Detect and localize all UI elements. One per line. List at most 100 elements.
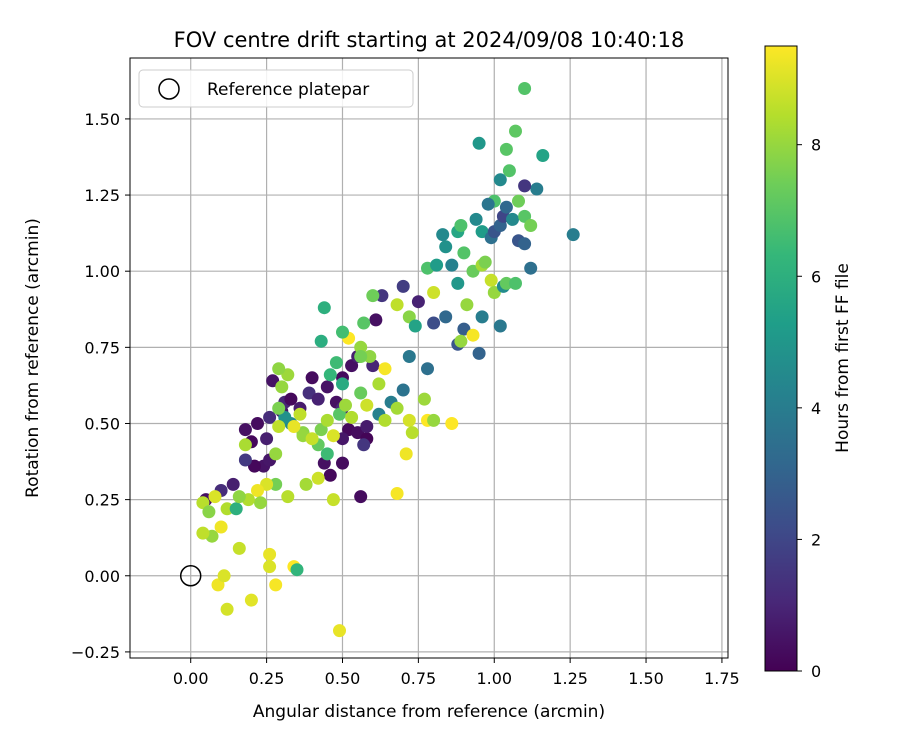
data-point xyxy=(326,429,340,443)
data-point xyxy=(396,383,410,397)
data-point xyxy=(427,286,441,299)
data-point xyxy=(369,313,383,327)
data-point xyxy=(360,398,374,412)
data-point xyxy=(375,289,389,303)
data-point xyxy=(506,212,519,226)
data-point xyxy=(251,484,264,497)
x-tick-label: 1.25 xyxy=(552,669,588,688)
data-point xyxy=(417,392,431,406)
y-tick-label: 1.00 xyxy=(84,262,120,281)
data-point xyxy=(281,490,295,504)
data-point xyxy=(357,438,371,452)
colorbar-label: Hours from first FF file xyxy=(833,263,853,453)
data-point xyxy=(499,200,513,214)
data-point xyxy=(275,380,289,394)
data-point xyxy=(493,173,507,187)
data-point xyxy=(254,496,267,510)
colorbar-gradient xyxy=(764,45,798,672)
y-axis-ticks: −0.25 0.00 0.25 0.50 0.75 1.00 1.25 1.50 xyxy=(71,110,130,662)
y-tick-label: 0.50 xyxy=(84,414,120,433)
data-point xyxy=(229,502,243,516)
data-point xyxy=(378,362,392,376)
legend-entry-reference-platepar: Reference platepar xyxy=(207,80,369,100)
data-point xyxy=(524,261,538,275)
data-point xyxy=(402,350,416,363)
data-point xyxy=(509,276,522,290)
data-point xyxy=(196,526,210,540)
data-point xyxy=(232,541,246,555)
data-point xyxy=(299,477,313,491)
data-point xyxy=(466,328,480,342)
data-point xyxy=(366,289,380,303)
data-point xyxy=(305,371,319,385)
data-point xyxy=(360,420,374,433)
data-point xyxy=(333,624,346,638)
data-point xyxy=(238,453,252,467)
colorbar-tick-label: 6 xyxy=(811,267,821,286)
data-point xyxy=(481,197,495,211)
data-point xyxy=(217,569,231,583)
data-point xyxy=(518,209,532,223)
data-point xyxy=(336,456,349,470)
data-point xyxy=(469,212,483,226)
data-point xyxy=(378,413,392,427)
data-point xyxy=(290,563,304,577)
data-point xyxy=(214,520,228,534)
y-tick-label: −0.25 xyxy=(71,643,120,662)
x-tick-label: 0.50 xyxy=(325,669,361,688)
data-point xyxy=(293,407,307,421)
plot-area xyxy=(129,57,729,659)
x-tick-label: 1.75 xyxy=(704,669,740,688)
data-point xyxy=(269,447,283,461)
data-point xyxy=(351,426,365,440)
data-point xyxy=(263,560,277,574)
legend-marker-icon xyxy=(158,78,180,100)
plot-background xyxy=(130,58,728,658)
data-point xyxy=(345,359,359,373)
colorbar-tick-label: 4 xyxy=(811,399,821,418)
data-point xyxy=(445,417,459,430)
y-tick-label: 0.00 xyxy=(84,567,120,586)
data-point xyxy=(266,374,280,388)
y-tick-label: 1.50 xyxy=(84,110,120,129)
data-point xyxy=(263,547,277,561)
data-point xyxy=(439,310,453,324)
data-point xyxy=(329,356,343,370)
data-point xyxy=(311,392,325,406)
data-point xyxy=(314,334,328,348)
data-point xyxy=(457,246,471,260)
data-point xyxy=(566,228,580,242)
data-point xyxy=(390,487,404,500)
data-point xyxy=(408,319,422,333)
data-point xyxy=(260,432,274,446)
data-point xyxy=(430,258,444,272)
y-axis-label: Rotation from reference (arcmin) xyxy=(23,218,43,498)
data-point xyxy=(460,298,474,312)
data-point xyxy=(518,179,532,193)
data-point xyxy=(354,350,368,363)
data-point xyxy=(248,459,261,473)
data-point xyxy=(354,386,368,400)
data-point xyxy=(475,225,489,239)
data-point xyxy=(439,240,453,254)
data-point xyxy=(202,505,216,519)
x-axis-ticks: 0.00 0.25 0.50 0.75 1.00 1.25 1.50 1.75 xyxy=(173,658,740,688)
data-point xyxy=(272,362,286,376)
data-point xyxy=(357,316,371,330)
colorbar-tick-label: 2 xyxy=(811,530,821,549)
data-point xyxy=(260,477,274,491)
data-point xyxy=(336,325,349,339)
data-point xyxy=(487,286,501,299)
data-point xyxy=(354,340,368,354)
data-point xyxy=(339,398,352,412)
data-point xyxy=(396,279,410,293)
data-point xyxy=(502,164,516,178)
data-point xyxy=(311,471,325,485)
data-point xyxy=(269,578,283,592)
x-tick-label: 0.25 xyxy=(249,669,285,688)
data-point xyxy=(451,276,465,290)
legend: Reference platepar xyxy=(138,69,414,108)
legend-box xyxy=(138,69,414,108)
data-point xyxy=(232,490,246,504)
